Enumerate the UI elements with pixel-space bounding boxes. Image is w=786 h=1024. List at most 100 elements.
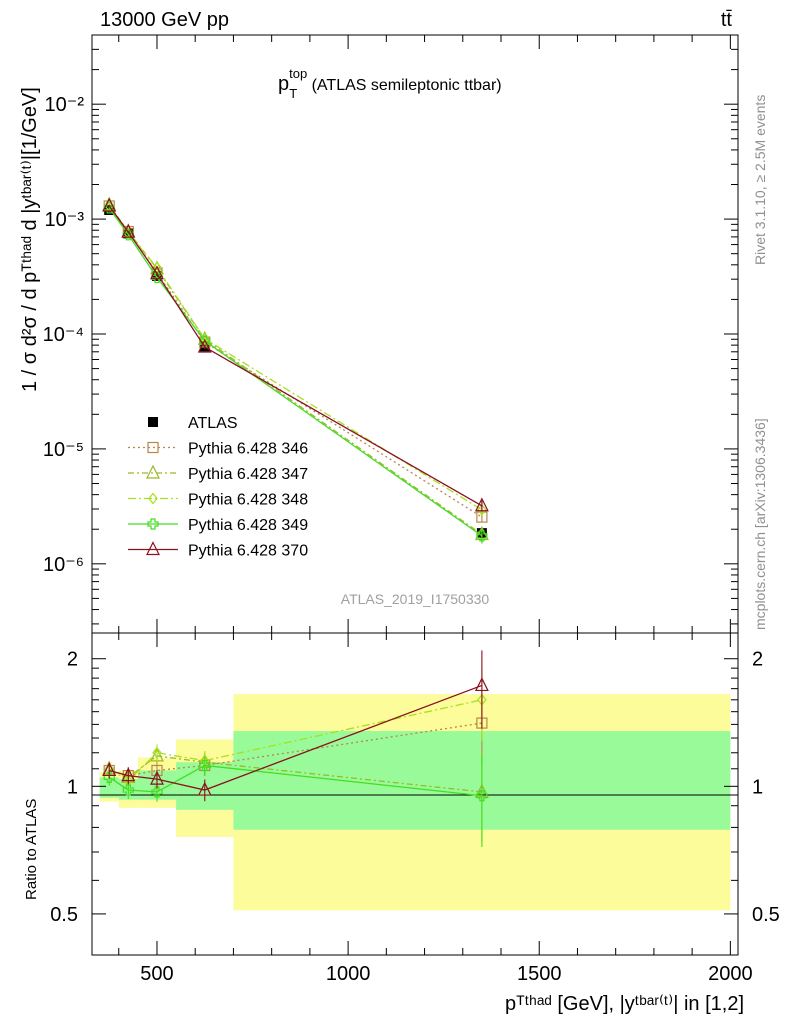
x-tick-label: 1000 [326,963,371,985]
y-tick-label: 10⁻² [45,94,85,116]
cross-marker [199,759,211,772]
cross-marker [151,786,163,798]
ratio-point-marker [102,762,117,777]
ratio-point-marker [476,790,488,802]
legend: ATLAS Pythia 6.428 346 Pythia 6.428 347 Pyt… [128,415,308,560]
series-line [108,205,483,507]
point-marker [122,229,134,241]
main-series-group [102,196,489,544]
series-p370 [102,197,489,512]
ratio-y-tick-label-left: 1 [67,776,78,798]
series-line [108,205,483,511]
point-marker [476,530,488,542]
ratio-point-marker [199,759,211,772]
point-marker [121,223,136,238]
cross-marker [476,790,488,802]
header-right: tt̄ [721,9,733,31]
ratio-point-marker [197,781,212,796]
ratio-point-marker [474,677,489,692]
ratio-point-marker [121,767,136,782]
point-marker [102,197,117,212]
legend-marker [146,464,160,479]
series-data [104,204,487,541]
legend-entry-p348: Pythia 6.428 348 [128,492,308,509]
x-axis-label: pᵀᵗʰᵃᵈ [GeV], |yᵗᵇᵃʳ⁽ᵗ⁾| in [1,2] [505,993,744,1015]
series-line [108,204,483,536]
cross-marker [103,202,115,214]
legend-label: ATLAS [188,415,238,432]
legend-label: Pythia 6.428 348 [188,492,308,509]
y-tick-label: 10⁻³ [45,209,85,231]
legend-entry-p370: Pythia 6.428 370 [128,541,308,560]
legend-label: Pythia 6.428 347 [188,466,308,483]
cross-marker [122,784,134,796]
triangle-marker [474,497,489,512]
ratio-point-marker [152,746,162,759]
y-tick-label: 10⁻⁵ [43,439,84,461]
point-marker [103,202,115,214]
triangle-marker [474,677,489,692]
ratio-y-tick-label-right: 0.5 [752,904,780,926]
diamond-marker [477,503,487,516]
legend-entry-data: ATLAS [148,415,238,432]
ratio-series-line [109,722,482,777]
triangle-marker [102,762,117,777]
triangle-marker [150,265,164,280]
triangle-marker [146,541,160,556]
cross-marker [147,518,159,530]
ratio-point-marker [150,770,164,785]
legend-marker [147,518,159,530]
ratio-y-tick-label-right: 2 [752,649,763,671]
triangle-marker [150,770,164,785]
point-marker [150,265,164,280]
legend-marker [148,417,158,427]
y-axis-label-main: 1 / σ d²σ / d pᵀᵗʰᵃᵈ d |yᵗᵇᵃʳ⁽ᵗ⁾|[1/GeV] [19,87,41,392]
ratio-y-tick-label-left: 0.5 [50,904,78,926]
y-tick-label: 10⁻⁴ [43,324,84,346]
ratio-series-p370 [102,650,489,802]
x-tick-label: 1500 [517,963,562,985]
ratio-y-tick-label-left: 2 [67,649,78,671]
y-axis-label-ratio: Ratio to ATLAS [23,799,40,900]
analysis-id: ATLAS_2019_I1750330 [341,591,490,607]
square-marker [147,441,159,454]
ratio-y-tick-label-right: 1 [752,776,763,798]
triangle-marker [197,338,212,353]
legend-marker [146,541,160,556]
diamond-marker [152,746,162,759]
x-axis: 500 1000 1500 2000 [118,35,753,985]
ratio-series-group [102,650,489,847]
ratio-panel-frame [91,632,739,956]
ratio-y-axis: 0.5 0.5 1 1 2 2 [50,649,780,926]
cross-marker [122,229,134,241]
data-point [148,417,158,427]
main-y-axis: 10⁻⁶ 10⁻⁵ 10⁻⁴ 10⁻³ 10⁻² [43,34,738,625]
y-tick-label: 10⁻⁶ [43,554,84,576]
legend-entry-p349: Pythia 6.428 349 [128,517,308,534]
x-tick-label: 500 [140,963,173,985]
point-marker [197,338,212,353]
rivet-version-label: Rivet 3.1.10, ≥ 2.5M events [752,95,768,265]
mcplots-source-label: mcplots.cern.ch [arXiv:1306.3436] [752,418,768,630]
ratio-point-marker [122,784,134,796]
series-p347 [102,196,489,542]
legend-entry-p347: Pythia 6.428 347 [128,464,308,483]
series-line [108,207,483,537]
triangle-marker [102,197,117,212]
plot-title: ptop T (ATLAS semileptonic ttbar) [278,66,502,101]
header-left: 13000 GeV pp [100,9,229,31]
legend-marker [147,441,159,454]
legend-marker [148,492,158,505]
cross-marker [476,530,488,542]
triangle-marker [121,767,136,782]
diamond-marker [148,492,158,505]
legend-label: Pythia 6.428 370 [188,543,308,560]
legend-entry-p346: Pythia 6.428 346 [128,441,308,458]
legend-label: Pythia 6.428 349 [188,517,308,534]
band-inner-bin [99,777,119,798]
legend-label: Pythia 6.428 346 [188,441,308,458]
point-marker [477,503,487,516]
point-marker [474,497,489,512]
triangle-marker [121,223,136,238]
